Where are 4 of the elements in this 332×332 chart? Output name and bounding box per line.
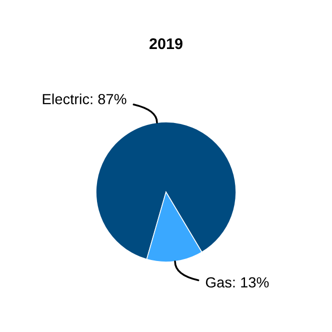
slice-label: Gas: 13% [206, 277, 269, 288]
chart-title: 2019 [150, 38, 182, 50]
slice-label: Electric: 87% [42, 94, 126, 104]
pie-slice [96, 122, 236, 260]
